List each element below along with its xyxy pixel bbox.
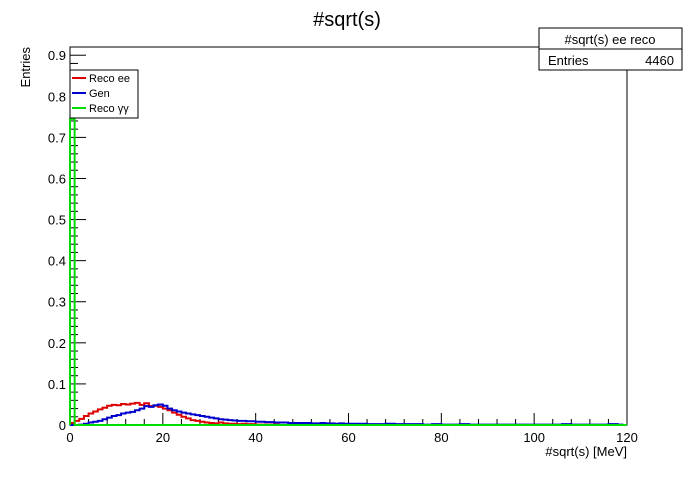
axis-ticks: 0 20 40 60 80 100 120 0 0.1 0.2 0.3 0.4 0.5 0.6 0.7 0.8… (48, 46, 638, 445)
plot-frame (69, 46, 628, 426)
x-tick-label: 20 (156, 430, 170, 445)
x-tick-label: 80 (434, 430, 448, 445)
y-tick-label: 0.9 (48, 48, 66, 63)
x-tick-label: 40 (248, 430, 262, 445)
series-line-reco (69, 117, 627, 426)
stats-box-entries-value: 4460 (645, 53, 674, 68)
legend: Reco ee Gen Reco γγ (69, 69, 139, 119)
y-tick-label: 0 (59, 418, 66, 433)
x-tick-label: 120 (616, 430, 638, 445)
y-tick-label: 0.5 (48, 213, 66, 228)
stats-box-title: #sqrt(s) ee reco (564, 32, 655, 47)
y-tick-label: 0.6 (48, 171, 66, 186)
stats-box: #sqrt(s) ee reco Entries 4460 (538, 27, 683, 71)
y-tick-label: 0.7 (48, 130, 66, 145)
y-axis-label: Entries (18, 47, 33, 88)
legend-label-reco-ee: Reco ee (89, 73, 130, 85)
stats-box-entries-label: Entries (548, 53, 589, 68)
y-tick-label: 0.2 (48, 336, 66, 351)
chart-title: #sqrt(s) (313, 9, 381, 31)
y-tick-label: 0.8 (48, 89, 66, 104)
y-tick-label: 0.3 (48, 295, 66, 310)
y-tick-label: 0.1 (48, 377, 66, 392)
x-tick-label: 0 (66, 430, 73, 445)
series-group (69, 117, 627, 426)
legend-label-gen: Gen (89, 88, 110, 100)
legend-label-reco-gg: Reco γγ (89, 103, 129, 115)
x-tick-label: 100 (523, 430, 545, 445)
x-tick-label: 60 (341, 430, 355, 445)
x-axis-label: #sqrt(s) [MeV] (545, 444, 627, 459)
y-tick-label: 0.4 (48, 254, 66, 269)
